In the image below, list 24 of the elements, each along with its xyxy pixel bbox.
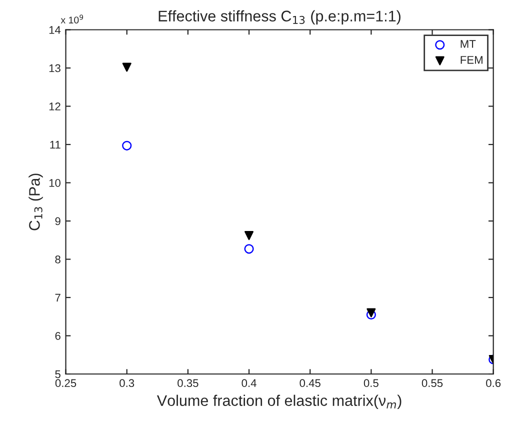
chart-title: Effective stiffness C$_{13}$ (p.e:p.m=1:1) (158, 10, 400, 25)
y-tick-label: 5 (55, 370, 60, 378)
x-tick-label: 0.5 (364, 379, 378, 388)
y-tick-label: 9 (55, 217, 60, 226)
y-tick-label: 13 (49, 64, 60, 72)
legend-label: MT (460, 40, 476, 48)
x-tick-label: 0.4 (242, 379, 256, 388)
x-tick-label: 0.35 (178, 379, 198, 388)
y-tick-label: 7 (55, 294, 60, 302)
y-tick-label: 12 (49, 102, 60, 110)
y-tick-label: 14 (49, 26, 61, 34)
x-axis-title: Volume fraction of elastic matrix(ν$_{m}$) (156, 394, 402, 410)
x-tick-label: 0.55 (422, 379, 443, 388)
y-tick-label: 8 (55, 256, 60, 264)
y-tick-label: 10 (49, 179, 60, 187)
y-tick-label: 6 (55, 332, 60, 340)
text: x 10$^{9}$ (60, 14, 84, 24)
x-tick-label: 0.6 (486, 379, 501, 388)
x-tick-label: 0.45 (300, 379, 320, 388)
y-tick-label: 11 (50, 140, 60, 149)
y-axis-title: C$_{13}$ (Pa) (28, 174, 43, 230)
x-tick-label: 0.3 (120, 379, 134, 388)
x-tick-label: 0.25 (55, 379, 76, 388)
legend-label: FEM (460, 56, 482, 64)
